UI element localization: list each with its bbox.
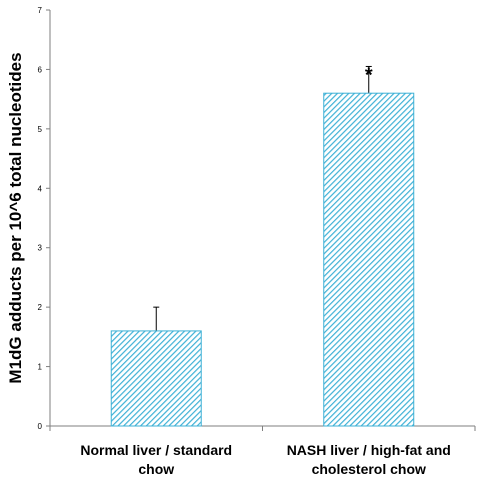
- labels: M1dG adducts per 10^6 total nucleotides N…: [6, 52, 451, 477]
- y-tick-label: 3: [38, 244, 43, 253]
- bar: [323, 92, 415, 427]
- y-tick-label: 6: [38, 65, 43, 74]
- x-tick-label: chow: [138, 461, 174, 477]
- y-tick-label: 7: [38, 6, 43, 15]
- significance-marker: *: [365, 64, 373, 86]
- y-tick-label: 1: [38, 363, 43, 372]
- bars: [110, 65, 415, 427]
- y-axis-title: M1dG adducts per 10^6 total nucleotides: [6, 52, 25, 383]
- y-tick-label: 4: [38, 184, 43, 193]
- y-tick-label: 0: [38, 422, 43, 431]
- bar: [110, 330, 202, 427]
- x-tick-label: cholesterol chow: [312, 461, 426, 477]
- y-tick-label: 5: [38, 125, 43, 134]
- x-tick-label: NASH liver / high-fat and: [287, 442, 451, 458]
- x-tick-label: Normal liver / standard: [80, 442, 232, 458]
- y-tick-label: 2: [38, 303, 43, 312]
